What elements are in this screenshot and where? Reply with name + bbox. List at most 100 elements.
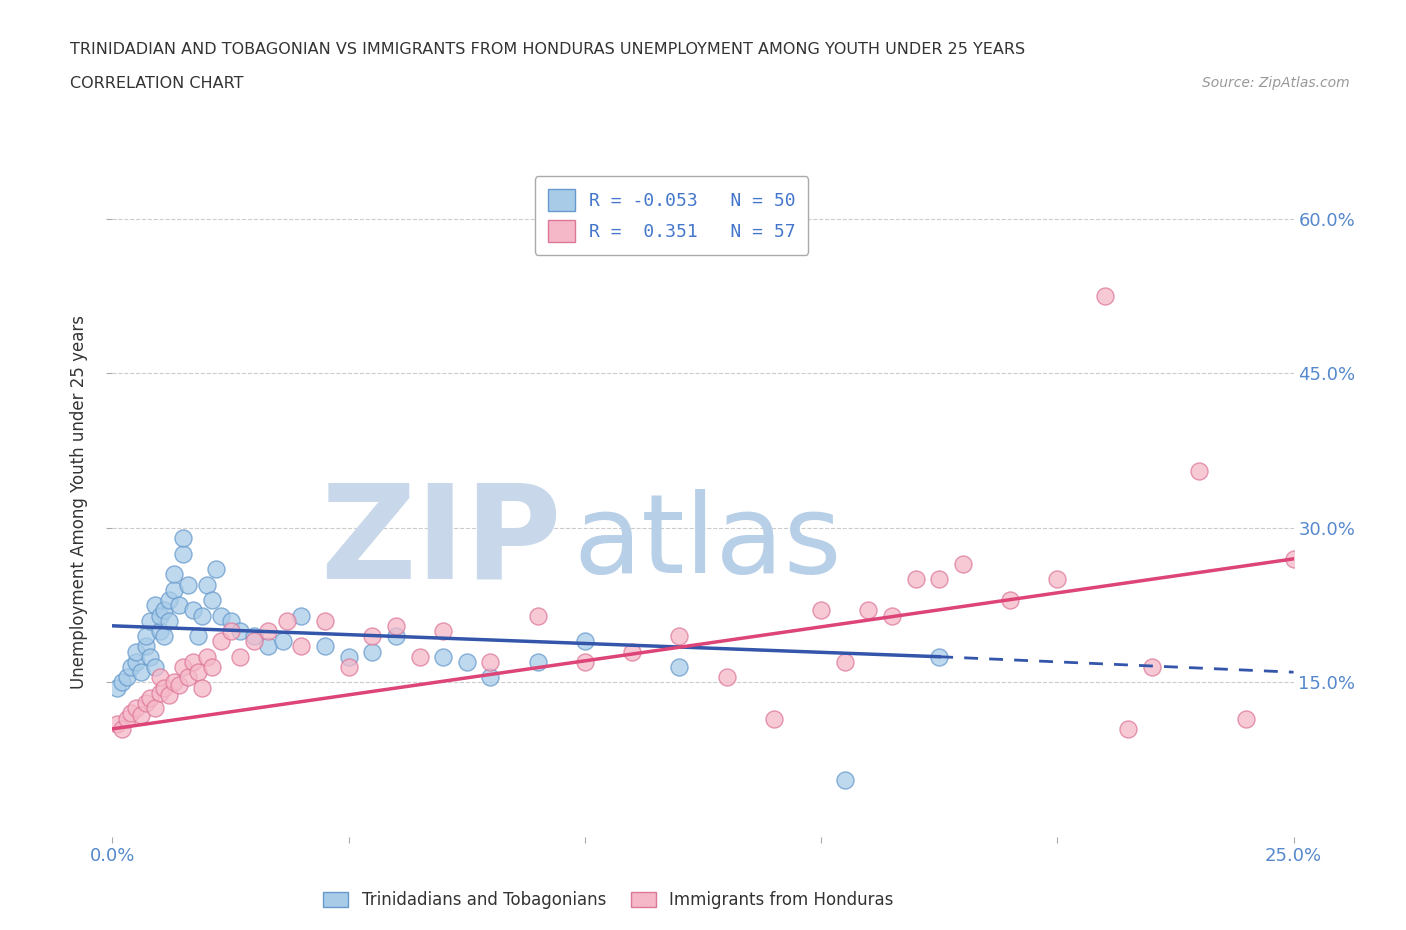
- Point: [143, 598, 166, 613]
- Text: Source: ZipAtlas.com: Source: ZipAtlas.com: [1202, 76, 1350, 90]
- Point: [139, 649, 162, 664]
- Point: [337, 659, 360, 674]
- Point: [201, 659, 224, 674]
- Point: [668, 629, 690, 644]
- Point: [432, 623, 454, 638]
- Point: [209, 608, 232, 623]
- Point: [181, 603, 204, 618]
- Point: [163, 582, 186, 597]
- Point: [149, 670, 172, 684]
- Point: [125, 701, 148, 716]
- Point: [209, 634, 232, 649]
- Point: [157, 592, 180, 607]
- Point: [858, 603, 880, 618]
- Point: [191, 608, 214, 623]
- Point: [139, 613, 162, 628]
- Point: [1116, 722, 1139, 737]
- Point: [172, 531, 194, 546]
- Point: [149, 623, 172, 638]
- Point: [1282, 551, 1305, 566]
- Point: [479, 670, 502, 684]
- Point: [952, 556, 974, 571]
- Point: [163, 675, 186, 690]
- Point: [880, 608, 903, 623]
- Point: [229, 649, 252, 664]
- Point: [143, 701, 166, 716]
- Point: [526, 655, 548, 670]
- Point: [219, 623, 242, 638]
- Point: [139, 690, 162, 705]
- Point: [314, 613, 336, 628]
- Point: [186, 665, 208, 680]
- Point: [998, 592, 1021, 607]
- Point: [143, 659, 166, 674]
- Point: [153, 680, 176, 695]
- Point: [271, 634, 294, 649]
- Point: [172, 546, 194, 561]
- Text: atlas: atlas: [574, 489, 842, 596]
- Point: [153, 629, 176, 644]
- Point: [167, 598, 190, 613]
- Point: [129, 708, 152, 723]
- Point: [408, 649, 430, 664]
- Point: [111, 675, 134, 690]
- Point: [157, 687, 180, 702]
- Point: [172, 659, 194, 674]
- Point: [257, 639, 280, 654]
- Point: [290, 608, 312, 623]
- Point: [337, 649, 360, 664]
- Point: [115, 711, 138, 726]
- Point: [928, 649, 950, 664]
- Point: [177, 670, 200, 684]
- Point: [243, 634, 266, 649]
- Point: [115, 670, 138, 684]
- Point: [186, 629, 208, 644]
- Point: [1046, 572, 1069, 587]
- Point: [810, 603, 832, 618]
- Point: [167, 677, 190, 692]
- Point: [153, 603, 176, 618]
- Point: [135, 639, 157, 654]
- Point: [201, 592, 224, 607]
- Y-axis label: Unemployment Among Youth under 25 years: Unemployment Among Youth under 25 years: [70, 315, 89, 689]
- Point: [479, 655, 502, 670]
- Point: [361, 629, 384, 644]
- Legend: Trinidadians and Tobagonians, Immigrants from Honduras: Trinidadians and Tobagonians, Immigrants…: [316, 884, 900, 916]
- Point: [125, 655, 148, 670]
- Point: [1140, 659, 1163, 674]
- Point: [574, 634, 596, 649]
- Text: CORRELATION CHART: CORRELATION CHART: [70, 76, 243, 91]
- Point: [904, 572, 927, 587]
- Point: [834, 773, 856, 788]
- Point: [135, 629, 157, 644]
- Point: [1234, 711, 1257, 726]
- Point: [385, 629, 408, 644]
- Point: [276, 613, 298, 628]
- Point: [928, 572, 950, 587]
- Point: [195, 649, 218, 664]
- Point: [574, 655, 596, 670]
- Point: [243, 629, 266, 644]
- Text: TRINIDADIAN AND TOBAGONIAN VS IMMIGRANTS FROM HONDURAS UNEMPLOYMENT AMONG YOUTH : TRINIDADIAN AND TOBAGONIAN VS IMMIGRANTS…: [70, 42, 1025, 57]
- Point: [120, 706, 142, 721]
- Point: [621, 644, 644, 659]
- Point: [456, 655, 478, 670]
- Point: [149, 608, 172, 623]
- Point: [314, 639, 336, 654]
- Point: [257, 623, 280, 638]
- Point: [526, 608, 548, 623]
- Point: [105, 680, 128, 695]
- Point: [149, 685, 172, 700]
- Point: [834, 655, 856, 670]
- Point: [177, 578, 200, 592]
- Point: [157, 613, 180, 628]
- Point: [135, 696, 157, 711]
- Point: [205, 562, 228, 577]
- Point: [668, 659, 690, 674]
- Point: [290, 639, 312, 654]
- Point: [111, 722, 134, 737]
- Point: [716, 670, 738, 684]
- Point: [1094, 288, 1116, 303]
- Point: [125, 644, 148, 659]
- Point: [385, 618, 408, 633]
